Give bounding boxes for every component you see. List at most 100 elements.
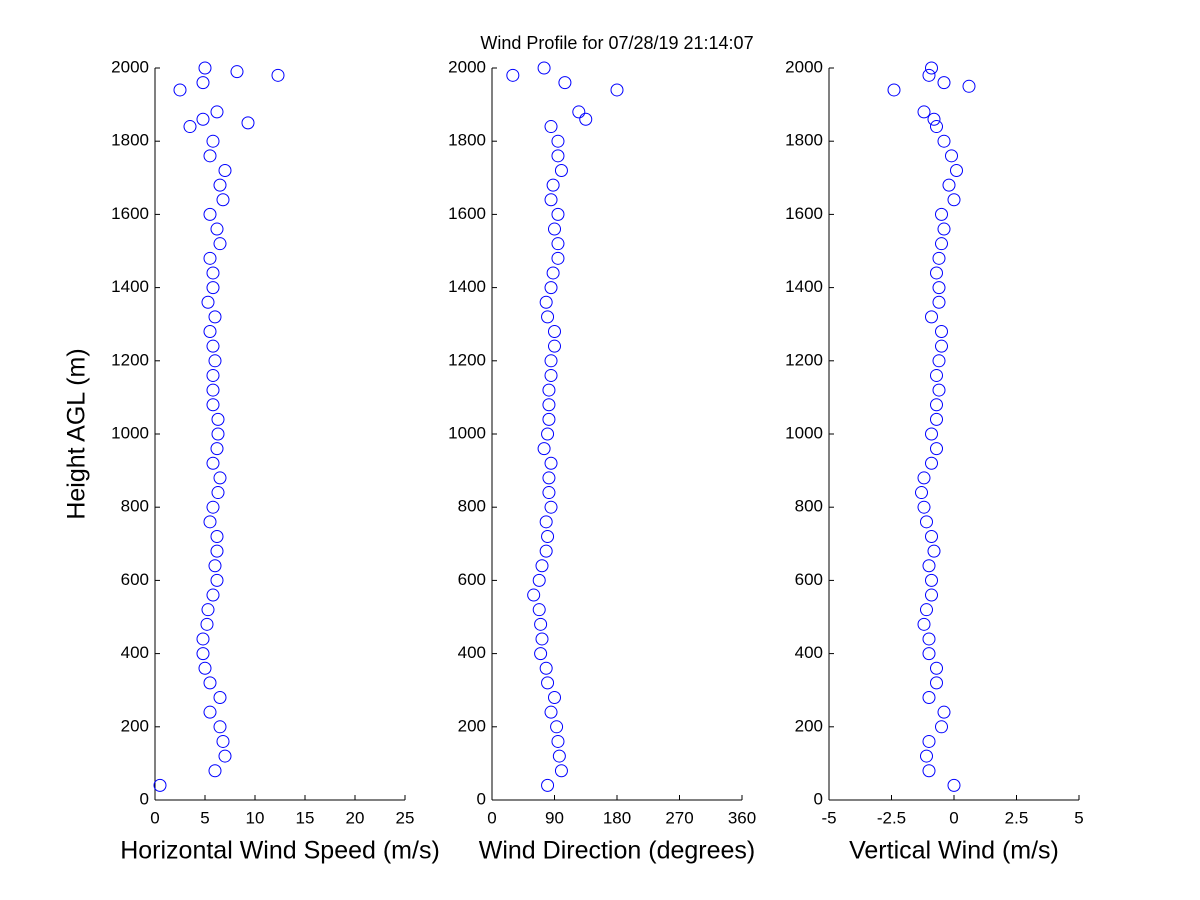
point bbox=[196, 632, 210, 646]
point bbox=[539, 544, 553, 558]
point bbox=[930, 398, 943, 412]
point bbox=[196, 647, 210, 661]
point bbox=[922, 691, 936, 705]
point bbox=[206, 456, 220, 470]
point bbox=[925, 588, 938, 602]
point bbox=[206, 588, 220, 602]
point bbox=[947, 778, 961, 792]
point bbox=[548, 691, 561, 705]
point bbox=[579, 112, 593, 126]
point bbox=[201, 295, 215, 309]
point bbox=[537, 442, 551, 456]
y-tick-label: 0 bbox=[814, 789, 823, 808]
point bbox=[211, 427, 225, 441]
point bbox=[198, 661, 212, 675]
x-tick-label: 25 bbox=[396, 808, 415, 827]
point bbox=[208, 559, 222, 573]
point bbox=[208, 764, 222, 778]
point bbox=[922, 559, 936, 573]
x-tick-label: 10 bbox=[246, 808, 265, 827]
x-tick-label: 0 bbox=[487, 808, 496, 827]
point bbox=[206, 281, 220, 295]
point bbox=[930, 442, 943, 456]
x-tick-label: 180 bbox=[603, 808, 631, 827]
point bbox=[213, 471, 227, 485]
point bbox=[541, 310, 555, 324]
point bbox=[925, 529, 938, 543]
y-tick-label: 600 bbox=[121, 570, 149, 589]
point bbox=[922, 734, 936, 748]
point bbox=[544, 456, 558, 470]
point bbox=[925, 310, 938, 324]
y-tick-label: 2000 bbox=[448, 57, 486, 76]
point bbox=[935, 207, 948, 221]
y-tick-label: 1600 bbox=[448, 204, 486, 223]
point bbox=[206, 383, 220, 397]
point bbox=[935, 325, 948, 339]
y-tick-label: 1200 bbox=[785, 350, 823, 369]
point bbox=[942, 178, 956, 192]
point bbox=[548, 325, 561, 339]
point bbox=[917, 617, 931, 631]
point bbox=[210, 573, 224, 587]
y-tick-label: 1400 bbox=[448, 277, 486, 296]
point bbox=[196, 76, 210, 90]
point bbox=[541, 778, 555, 792]
x-tick-label: 2.5 bbox=[1005, 808, 1029, 827]
point bbox=[213, 720, 227, 734]
y-tick-label: 200 bbox=[795, 716, 823, 735]
y-tick-label: 400 bbox=[795, 643, 823, 662]
point bbox=[542, 486, 556, 500]
point bbox=[203, 207, 217, 221]
point bbox=[930, 368, 943, 382]
point bbox=[551, 134, 565, 148]
y-tick-label: 1800 bbox=[448, 131, 486, 150]
x-tick-label: 15 bbox=[296, 808, 315, 827]
point bbox=[544, 120, 558, 134]
point bbox=[558, 76, 572, 90]
point bbox=[539, 661, 553, 675]
x-tick-label: 20 bbox=[346, 808, 365, 827]
y-tick-label: 200 bbox=[121, 716, 149, 735]
y-tick-label: 1600 bbox=[785, 204, 823, 223]
point bbox=[922, 632, 936, 646]
point bbox=[935, 237, 948, 251]
point bbox=[208, 310, 222, 324]
x-axis-label: Horizontal Wind Speed (m/s) bbox=[120, 837, 440, 865]
point bbox=[211, 412, 225, 426]
point bbox=[541, 427, 555, 441]
x-tick-label: 360 bbox=[728, 808, 756, 827]
point bbox=[552, 749, 566, 763]
y-tick-label: 0 bbox=[477, 789, 486, 808]
point bbox=[203, 325, 217, 339]
point bbox=[550, 720, 564, 734]
y-tick-label: 800 bbox=[458, 497, 486, 516]
point bbox=[554, 764, 568, 778]
point bbox=[932, 295, 946, 309]
point bbox=[917, 471, 931, 485]
point bbox=[925, 61, 938, 75]
y-tick-label: 1000 bbox=[111, 423, 149, 442]
y-tick-label: 1400 bbox=[785, 277, 823, 296]
point bbox=[610, 83, 624, 97]
y-tick-label: 400 bbox=[121, 643, 149, 662]
point bbox=[937, 705, 951, 719]
point bbox=[201, 603, 215, 617]
point bbox=[930, 120, 943, 134]
point bbox=[200, 617, 214, 631]
point bbox=[925, 456, 938, 470]
point bbox=[542, 383, 556, 397]
point bbox=[962, 79, 976, 93]
x-tick-label: 270 bbox=[665, 808, 693, 827]
point bbox=[206, 339, 220, 353]
point bbox=[218, 749, 232, 763]
x-axis-label: Vertical Wind (m/s) bbox=[849, 837, 1059, 865]
y-tick-label: 600 bbox=[458, 570, 486, 589]
point bbox=[887, 83, 901, 97]
point bbox=[915, 486, 928, 500]
point bbox=[917, 105, 931, 119]
point bbox=[544, 500, 558, 514]
point bbox=[196, 112, 210, 126]
x-tick-label: -5 bbox=[821, 808, 836, 827]
